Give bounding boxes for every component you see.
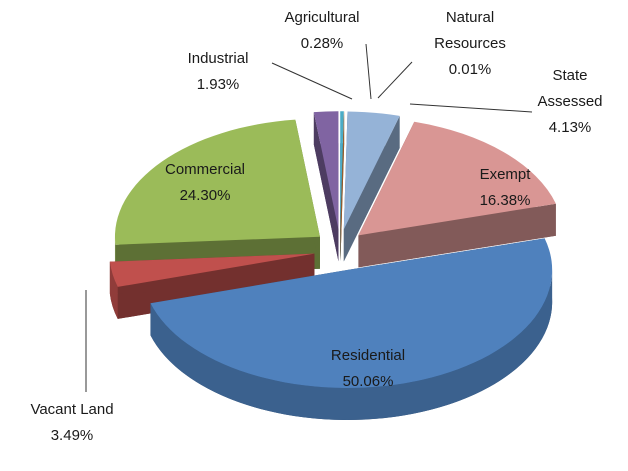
slice-edge — [313, 112, 339, 262]
slice-label: Industrial 1.93% — [158, 46, 278, 98]
slices — [109, 111, 556, 420]
slice-label: Vacant Land 3.49% — [7, 397, 137, 449]
slice-label: Exempt 16.38% — [445, 162, 565, 214]
category-label: Exempt — [479, 166, 531, 183]
leader-line — [365, 43, 372, 100]
category-label: Commercial — [164, 161, 245, 178]
slice-label: Commercial 24.30% — [140, 157, 270, 209]
slice-label: Residential 50.06% — [308, 343, 428, 395]
value-label: 50.06% — [342, 373, 394, 390]
category-label: Residential — [330, 347, 406, 364]
slice — [150, 238, 553, 388]
category-label: Vacant Land — [30, 401, 114, 418]
slice — [340, 111, 345, 230]
slice-label: Natural Resources 0.01% — [423, 5, 518, 83]
slice — [340, 111, 344, 230]
category-label: State Assessed — [537, 67, 603, 110]
value-label: 1.93% — [196, 76, 240, 93]
slice-side — [150, 269, 553, 420]
slice — [114, 119, 320, 245]
category-label: Industrial — [187, 50, 249, 67]
slice-edge — [340, 111, 345, 262]
slice-side — [109, 261, 118, 319]
value-label: 3.49% — [50, 427, 94, 444]
slice — [313, 111, 339, 230]
slice — [343, 111, 400, 230]
value-label: 0.01% — [448, 61, 492, 78]
slice-edge — [343, 115, 400, 262]
value-label: 0.28% — [300, 35, 344, 52]
slice — [358, 121, 556, 236]
category-label: Natural Resources — [434, 9, 506, 52]
value-label: 16.38% — [479, 192, 531, 209]
slice-label: Agricultural 0.28% — [262, 5, 382, 57]
value-label: 24.30% — [179, 187, 231, 204]
slice — [109, 253, 315, 287]
slice-edge — [358, 203, 556, 268]
leader-line — [271, 62, 353, 100]
category-label: Agricultural — [284, 9, 360, 26]
leader-line — [377, 61, 413, 99]
slice-label: State Assessed 4.13% — [530, 63, 610, 141]
value-label: 4.13% — [548, 119, 592, 136]
leader-line — [409, 103, 533, 113]
